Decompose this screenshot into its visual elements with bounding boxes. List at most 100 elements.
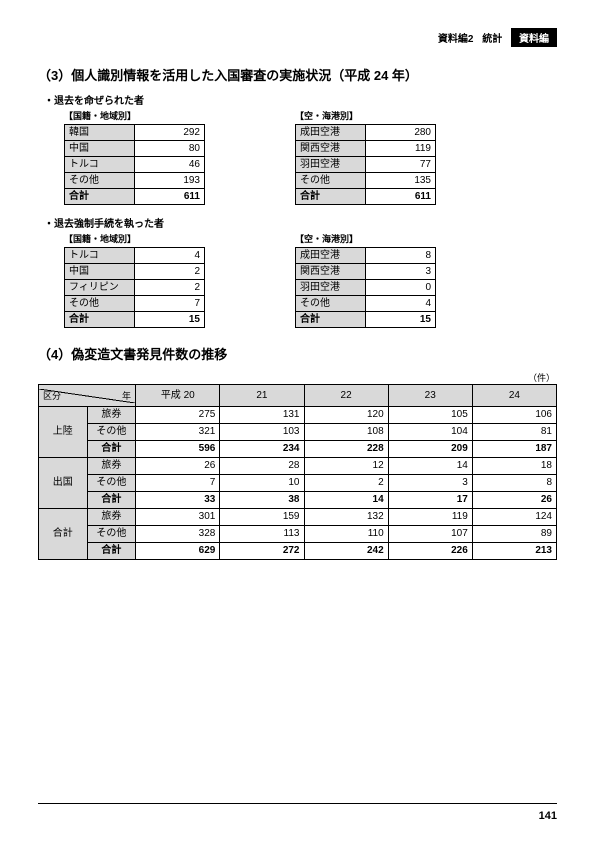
section4-value-cell: 107 [388,526,472,543]
groupB-right-total-value: 15 [366,312,436,328]
section4-value-cell: 106 [472,407,556,424]
section4-subcat-cell: 旅券 [87,458,136,475]
section4-value-cell: 159 [220,509,304,526]
section4-value-cell: 108 [304,424,388,441]
footer-rule [38,803,557,804]
groupA-left-row-value: 46 [135,157,205,173]
diag-kubun-label: 区分 [43,389,61,403]
section4-category-cell: 合計 [39,509,88,560]
section4-year-header: 平成 20 [136,385,220,407]
section4-value-cell: 275 [136,407,220,424]
section4-value-cell: 132 [304,509,388,526]
section4-value-cell: 26 [136,458,220,475]
groupB-right-colhead: 【空・海港別】 [295,232,436,245]
section4-table: 年区分平成 2021222324上陸旅券275131120105106その他32… [38,384,557,560]
groupA-right-colhead: 【空・海港別】 [295,109,436,122]
groupB-right-row-value: 0 [366,280,436,296]
groupA-left-row-label: 中国 [65,141,135,157]
section4-value-cell: 124 [472,509,556,526]
groupA-left-table: 韓国292中国80トルコ46その他193合計611 [64,124,205,205]
groupA-left-colhead: 【国籍・地域別】 [64,109,205,122]
section4-subtotal-value: 234 [220,441,304,458]
groupA-right-row-label: 羽田空港 [296,157,366,173]
section4-value-cell: 104 [388,424,472,441]
groupA-right-total-label: 合計 [296,189,366,205]
section4-subtotal-label: 合計 [87,441,136,458]
groupB-left-row-label: その他 [65,296,135,312]
groupB-left-total-value: 15 [135,312,205,328]
groupB-right-row-label: 関西空港 [296,264,366,280]
page-number: 141 [539,810,557,822]
groupA-left-row-value: 292 [135,125,205,141]
section4-subcat-cell: その他 [87,475,136,492]
groupB-left-row-value: 2 [135,280,205,296]
section3-groupA-subhead: ・退去を命ぜられた者 [44,92,557,107]
groupB-right-total-label: 合計 [296,312,366,328]
section4-subtotal-value: 226 [388,543,472,560]
groupA-right-row-value: 119 [366,141,436,157]
section4-value-cell: 89 [472,526,556,543]
section4-diag-header: 年 区分 [39,385,136,407]
section4-value-cell: 105 [388,407,472,424]
section4-value-cell: 28 [220,458,304,475]
groupB-right-row-value: 4 [366,296,436,312]
groupB-left-row-label: トルコ [65,248,135,264]
groupB-left-colhead: 【国籍・地域別】 [64,232,205,245]
section3-groupB-subhead: ・退去強制手続を執った者 [44,215,557,230]
section4-subtotal-value: 629 [136,543,220,560]
groupB-right-row-label: その他 [296,296,366,312]
groupA-right-total-value: 611 [366,189,436,205]
section4-value-cell: 321 [136,424,220,441]
groupA-left-row-label: トルコ [65,157,135,173]
section4-category-cell: 出国 [39,458,88,509]
section4-value-cell: 10 [220,475,304,492]
section4-year-header: 23 [388,385,472,407]
groupA-left-row-value: 80 [135,141,205,157]
section4-value-cell: 103 [220,424,304,441]
groupA-right-row-label: 関西空港 [296,141,366,157]
section4-subtotal-value: 213 [472,543,556,560]
groupA-left-row-value: 193 [135,173,205,189]
section4-subtotal-value: 228 [304,441,388,458]
section4-subtotal-value: 187 [472,441,556,458]
header-label-1: 資料編2 [438,34,474,45]
diag-year-label: 年 [122,389,131,403]
section4-year-header: 24 [472,385,556,407]
header-box-label: 資料編 [511,28,557,47]
groupB-left-row-value: 2 [135,264,205,280]
section4-category-cell: 上陸 [39,407,88,458]
section4-subtotal-value: 14 [304,492,388,509]
groupA-left-total-value: 611 [135,189,205,205]
section4-subtotal-label: 合計 [87,492,136,509]
section4-subtotal-value: 38 [220,492,304,509]
groupA-right-table: 成田空港280関西空港119羽田空港77その他135合計611 [295,124,436,205]
section4-value-cell: 113 [220,526,304,543]
section4-year-header: 21 [220,385,304,407]
section4-subtotal-value: 272 [220,543,304,560]
section4-subtotal-value: 17 [388,492,472,509]
groupA-left-row-label: その他 [65,173,135,189]
section4-subtotal-value: 209 [388,441,472,458]
section4-subcat-cell: 旅券 [87,509,136,526]
section4-subcat-cell: 旅券 [87,407,136,424]
section4-subtotal-value: 242 [304,543,388,560]
header-label-2: 統計 [482,34,502,45]
section4-value-cell: 120 [304,407,388,424]
section3-groupA-tables: 【国籍・地域別】 韓国292中国80トルコ46その他193合計611 【空・海港… [64,109,557,205]
groupA-right-row-label: その他 [296,173,366,189]
section4-value-cell: 301 [136,509,220,526]
section4-value-cell: 81 [472,424,556,441]
groupB-right-row-value: 8 [366,248,436,264]
section4-value-cell: 7 [136,475,220,492]
groupA-right-row-value: 135 [366,173,436,189]
section4-value-cell: 119 [388,509,472,526]
section4-unit: （件） [38,371,555,384]
groupA-left-total-label: 合計 [65,189,135,205]
groupB-right-row-value: 3 [366,264,436,280]
groupB-left-row-value: 4 [135,248,205,264]
groupB-left-total-label: 合計 [65,312,135,328]
section4-value-cell: 3 [388,475,472,492]
section3-groupB-tables: 【国籍・地域別】 トルコ4中国2フィリピン2その他7合計15 【空・海港別】 成… [64,232,557,328]
groupB-right-row-label: 羽田空港 [296,280,366,296]
section4-value-cell: 12 [304,458,388,475]
